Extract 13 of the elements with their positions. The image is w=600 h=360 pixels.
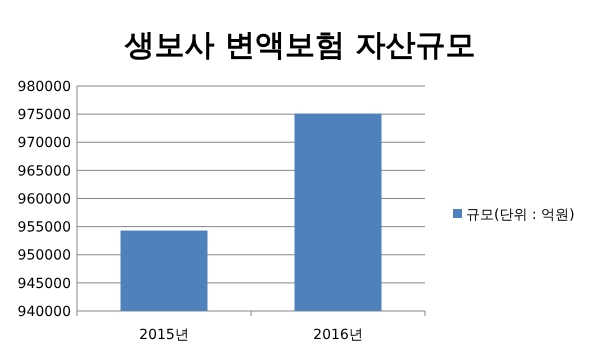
y-tick-label: 980000	[18, 78, 71, 95]
y-tick-label: 975000	[18, 107, 71, 124]
x-tick-label: 2015년	[139, 327, 189, 343]
y-tick-label: 950000	[18, 248, 71, 264]
y-tick-label: 970000	[18, 135, 71, 152]
x-tick-label: 2016년	[313, 327, 363, 343]
y-tick-label: 960000	[18, 191, 71, 208]
y-tick-label: 945000	[18, 276, 71, 292]
y-tick-label: 955000	[18, 220, 71, 236]
y-tick-label: 940000	[18, 304, 71, 320]
chart-title: 생보사 변액보험 자산규모	[124, 28, 476, 63]
y-tick-label: 965000	[18, 163, 71, 180]
legend-label: 규모(단위 : 억원)	[466, 206, 575, 223]
